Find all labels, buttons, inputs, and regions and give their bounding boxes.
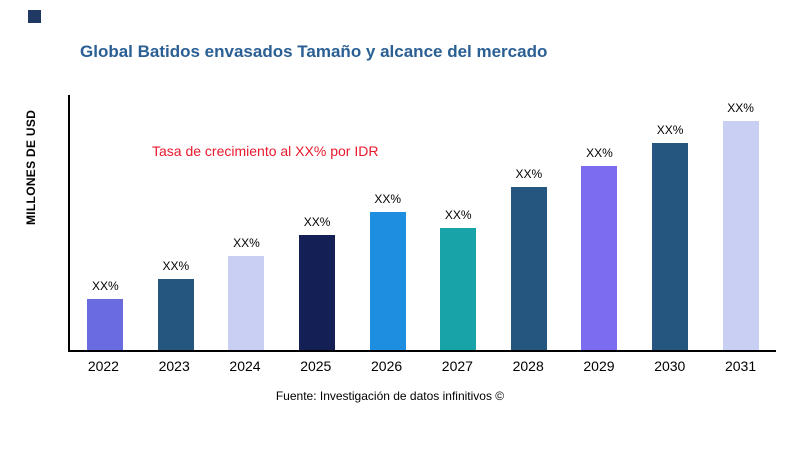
bar-group-2028: XX% [494, 95, 565, 350]
bar-2027 [440, 227, 477, 350]
y-axis-label: MILLONES DE USD [24, 109, 38, 225]
bar-group-2031: XX% [705, 95, 776, 350]
bar-group-2024: XX% [211, 95, 282, 350]
bar-group-2022: XX% [70, 95, 141, 350]
bar-group-2025: XX% [282, 95, 353, 350]
bar-2026 [369, 212, 406, 350]
bar-group-2030: XX% [635, 95, 706, 350]
x-tick-2031: 2031 [724, 358, 757, 374]
bar-2029 [581, 166, 618, 350]
x-tick-2023: 2023 [158, 358, 190, 374]
bar-2024 [228, 255, 265, 350]
brand-square [28, 10, 41, 23]
bar-value-label: XX% [727, 100, 754, 115]
x-tick-2022: 2022 [87, 358, 119, 374]
source-text: Fuente: Investigación de datos infinitiv… [275, 389, 505, 403]
bar-2023 [157, 278, 194, 350]
bar-value-label: XX% [515, 166, 543, 181]
bar-value-label: XX% [91, 279, 119, 293]
x-tick-2027: 2027 [441, 358, 473, 374]
x-tick-2025: 2025 [300, 358, 332, 374]
bar-value-label: XX% [374, 192, 402, 207]
bar-group-2026: XX% [352, 95, 423, 350]
growth-rate-annotation: Tasa de crecimiento al XX% por IDR [152, 143, 379, 159]
bar-value-label: XX% [444, 207, 472, 222]
bar-2025 [299, 235, 336, 350]
bar-group-2029: XX% [564, 95, 635, 350]
bar-value-label: XX% [656, 123, 684, 138]
bar-value-label: XX% [303, 215, 331, 230]
x-tick-2024: 2024 [229, 358, 261, 374]
bars-container: XX% XX% XX% XX% XX% XX% XX% XX% XX% XX% [70, 95, 776, 350]
bar-group-2023: XX% [141, 95, 212, 350]
plot-area: Tasa de crecimiento al XX% por IDR XX% XX… [68, 95, 776, 352]
bar-2022 [87, 299, 124, 350]
bar-2031 [722, 120, 759, 350]
bar-2030 [652, 143, 689, 350]
x-tick-2026: 2026 [371, 358, 403, 374]
x-tick-2030: 2030 [654, 358, 686, 374]
bar-2028 [510, 186, 547, 350]
bar-value-label: XX% [162, 258, 190, 273]
x-axis-ticks: 2022 2023 2024 2025 2026 2027 2028 2029 2030 2031 [68, 358, 776, 378]
bar-group-2027: XX% [423, 95, 494, 350]
x-tick-2028: 2028 [512, 358, 544, 374]
bar-value-label: XX% [586, 146, 613, 161]
x-tick-2029: 2029 [583, 358, 615, 374]
bar-value-label: XX% [233, 235, 260, 250]
chart-title: Global Batidos envasados Tamaño y alcanc… [80, 42, 548, 61]
